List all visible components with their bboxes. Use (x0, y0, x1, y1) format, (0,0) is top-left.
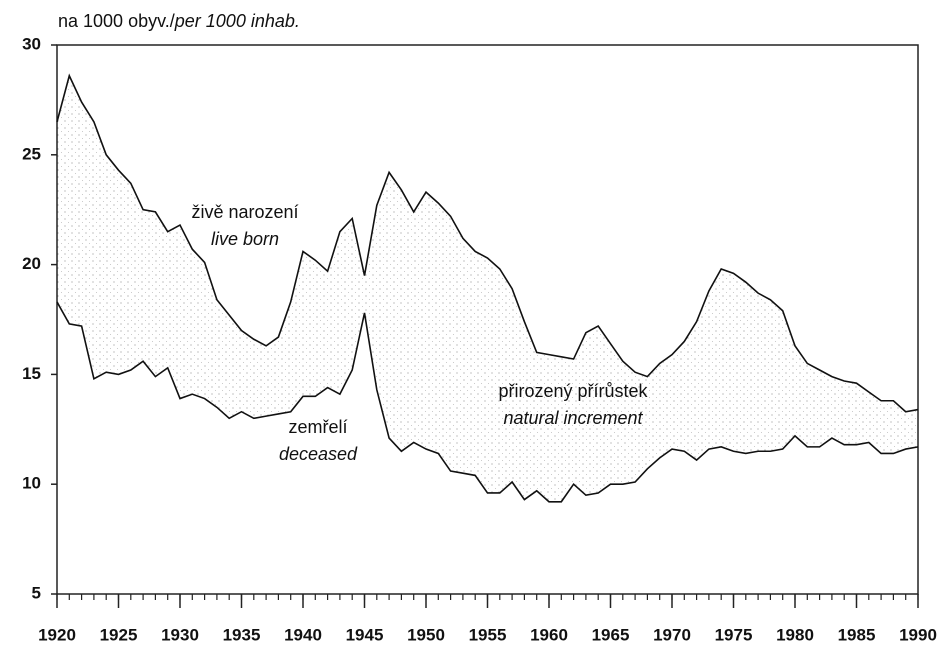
x-tick-label: 1955 (469, 625, 507, 644)
x-tick-label: 1985 (838, 625, 876, 644)
x-tick-label: 1970 (653, 625, 691, 644)
x-tick-label: 1920 (38, 625, 76, 644)
series-label-cs: živě narození (191, 202, 298, 222)
y-tick-label: 5 (32, 583, 41, 602)
y-tick-label: 15 (22, 364, 41, 383)
series-label: zemřelí deceased (279, 417, 358, 464)
x-tick-label: 1945 (346, 625, 384, 644)
x-tick-label: 1965 (592, 625, 630, 644)
x-tick-label: 1935 (223, 625, 261, 644)
series-line (56, 301, 919, 503)
x-tick-label: 1960 (530, 625, 568, 644)
y-tick-label: 25 (22, 144, 41, 163)
annotation-en: natural increment (503, 408, 643, 428)
series-line (56, 73, 919, 413)
x-tick-label: 1925 (100, 625, 138, 644)
x-tick-label: 1930 (161, 625, 199, 644)
increment-area (57, 75, 918, 502)
x-tick-label: 1950 (407, 625, 445, 644)
y-label-en: per 1000 inhab. (174, 11, 300, 31)
y-tick-label: 10 (22, 474, 41, 493)
y-tick-label: 20 (22, 254, 41, 273)
y-tick-label: 30 (22, 34, 41, 53)
y-axis-label: na 1000 obyv./per 1000 inhab. (58, 11, 300, 31)
x-tick-label: 1940 (284, 625, 322, 644)
series-label-cs: zemřelí (288, 417, 347, 437)
annotation-cs: přirozený přírůstek (498, 381, 648, 401)
x-tick-label: 1990 (899, 625, 937, 644)
series-label-en: live born (211, 229, 279, 249)
x-tick-label: 1975 (715, 625, 753, 644)
y-label-cs: na 1000 obyv./ (58, 11, 175, 31)
series-label-en: deceased (279, 444, 358, 464)
x-tick-label: 1980 (776, 625, 814, 644)
annotation: přirozený přírůstek natural increment (498, 381, 648, 428)
series-label: živě narození live born (191, 202, 298, 249)
